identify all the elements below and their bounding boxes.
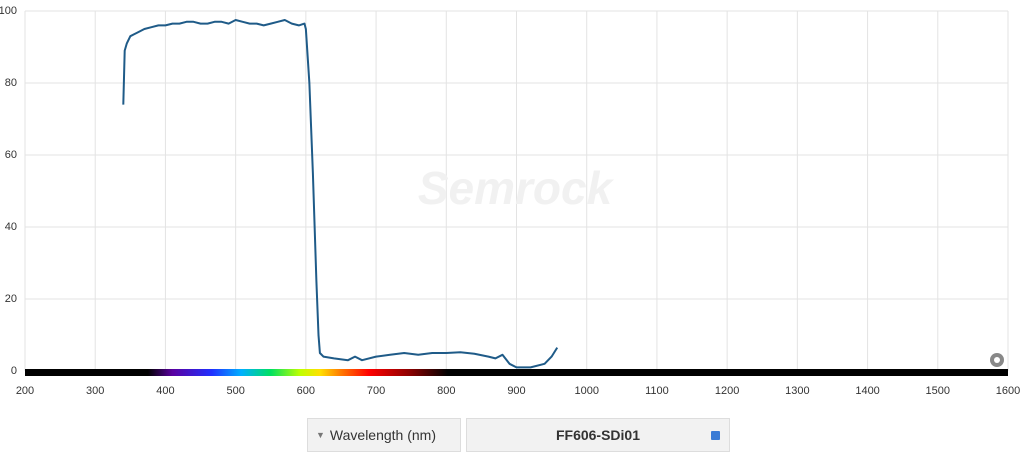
chart: Semrock 0 20 40 60 80 100 200 300 400 500 600 700 80… (0, 5, 1020, 397)
x-tick-label: 1000 (574, 385, 598, 397)
spectrum-bar (25, 369, 1008, 376)
legend-item[interactable]: FF606-SDi01 (466, 418, 730, 452)
y-tick-label: 100 (0, 5, 17, 17)
x-tick-label: 1100 (645, 385, 669, 397)
x-tick-label: 900 (507, 385, 525, 397)
x-tick-label: 300 (86, 385, 104, 397)
x-tick-label: 600 (297, 385, 315, 397)
plot (122, 19, 559, 369)
y-tick-label: 60 (5, 149, 17, 161)
grid (24, 10, 1009, 372)
settings-icon[interactable] (990, 353, 1004, 367)
x-tick-label: 1300 (785, 385, 809, 397)
x-tick-label: 800 (437, 385, 455, 397)
y-tick-label: 20 (5, 293, 17, 305)
legend-label: FF606-SDi01 (555, 427, 641, 443)
x-tick-label: 1500 (926, 385, 950, 397)
x-tick-label: 1400 (855, 385, 879, 397)
x-tick-label: 1600 (996, 385, 1020, 397)
x-tick-label: 400 (156, 385, 174, 397)
dropdown-arrow: ▼ (316, 430, 325, 440)
series-line (122, 19, 559, 369)
x-axis-dropdown[interactable]: ▼ Wavelength (nm) (307, 418, 461, 452)
x-tick-label: 700 (367, 385, 385, 397)
x-tick-label: 500 (226, 385, 244, 397)
save-icon[interactable] (711, 430, 720, 440)
x-axis-label: Wavelength (nm) (329, 427, 436, 443)
x-tick-label: 1200 (715, 385, 739, 397)
y-tick-label: 40 (5, 221, 17, 233)
watermark: Semrock (418, 162, 615, 214)
y-tick-label: 80 (5, 77, 17, 89)
x-tick-label: 200 (16, 385, 34, 397)
y-tick-label: 0 (11, 365, 17, 377)
